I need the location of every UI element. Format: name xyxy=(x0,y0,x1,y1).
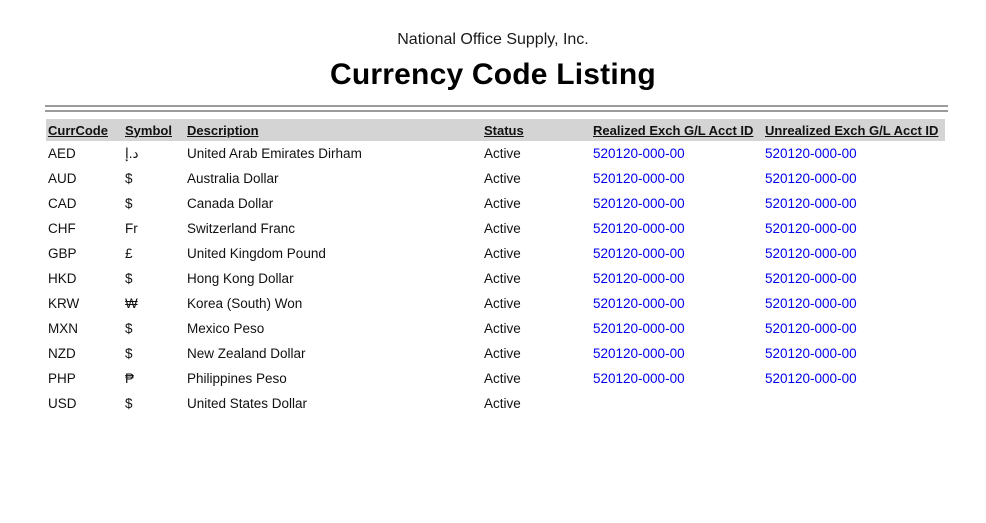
currcode-cell: KRW xyxy=(48,296,80,311)
currcode-cell: AUD xyxy=(48,171,77,186)
page-title: Currency Code Listing xyxy=(330,58,656,91)
realized-acct-link[interactable]: 520120-000-00 xyxy=(593,196,685,211)
description-cell: Switzerland Franc xyxy=(187,221,296,236)
status-cell: Active xyxy=(484,171,521,186)
description-cell: Canada Dollar xyxy=(187,196,274,211)
column-header-status-label: Status xyxy=(484,122,524,138)
unrealized-acct-link[interactable]: 520120-000-00 xyxy=(765,246,857,261)
table-row: CAD $ Canada Dollar Active 520120-000-00… xyxy=(46,191,945,216)
symbol-cell: د.إ xyxy=(125,145,139,161)
status-cell: Active xyxy=(484,346,521,361)
unrealized-acct-link[interactable]: 520120-000-00 xyxy=(765,146,857,161)
column-header-symbol: Symbol xyxy=(125,119,187,141)
description-cell: Korea (South) Won xyxy=(187,296,303,311)
currcode-cell: CAD xyxy=(48,196,77,211)
symbol-cell: $ xyxy=(125,271,133,286)
realized-acct-link[interactable]: 520120-000-00 xyxy=(593,246,685,261)
currcode-cell: NZD xyxy=(48,346,76,361)
table-row: MXN $ Mexico Peso Active 520120-000-00 5… xyxy=(46,316,945,341)
realized-acct-link[interactable]: 520120-000-00 xyxy=(593,271,685,286)
realized-acct-link[interactable]: 520120-000-00 xyxy=(593,171,685,186)
description-cell: Hong Kong Dollar xyxy=(187,271,294,286)
table-row: USD $ United States Dollar Active xyxy=(46,391,945,416)
status-cell: Active xyxy=(484,146,521,161)
currcode-cell: GBP xyxy=(48,246,77,261)
company-name: National Office Supply, Inc. xyxy=(397,31,589,48)
realized-acct-link[interactable]: 520120-000-00 xyxy=(593,346,685,361)
symbol-cell: £ xyxy=(125,246,133,261)
currency-table: CurrCode Symbol Description Status Reali… xyxy=(46,119,945,416)
table-row: AED د.إ United Arab Emirates Dirham Acti… xyxy=(46,141,945,166)
column-header-status: Status xyxy=(484,119,593,141)
realized-acct-link[interactable]: 520120-000-00 xyxy=(593,321,685,336)
realized-acct-link[interactable]: 520120-000-00 xyxy=(593,296,685,311)
column-header-description: Description xyxy=(187,119,484,141)
description-cell: United Kingdom Pound xyxy=(187,246,326,261)
unrealized-acct-link xyxy=(765,391,945,416)
description-cell: Australia Dollar xyxy=(187,171,279,186)
currency-table-body: AED د.إ United Arab Emirates Dirham Acti… xyxy=(46,141,945,416)
status-cell: Active xyxy=(484,296,521,311)
description-cell: United Arab Emirates Dirham xyxy=(187,146,362,161)
currcode-cell: USD xyxy=(48,396,77,411)
currcode-cell: AED xyxy=(48,146,76,161)
currcode-cell: HKD xyxy=(48,271,77,286)
unrealized-acct-link[interactable]: 520120-000-00 xyxy=(765,271,857,286)
status-cell: Active xyxy=(484,221,521,236)
status-cell: Active xyxy=(484,271,521,286)
realized-acct-link[interactable]: 520120-000-00 xyxy=(593,146,685,161)
symbol-cell: $ xyxy=(125,346,133,361)
currcode-cell: PHP xyxy=(48,371,76,386)
column-header-realized-acct: Realized Exch G/L Acct ID xyxy=(593,119,765,141)
table-row: CHF Fr Switzerland Franc Active 520120-0… xyxy=(46,216,945,241)
description-cell: Mexico Peso xyxy=(187,321,265,336)
status-cell: Active xyxy=(484,246,521,261)
column-header-symbol-label: Symbol xyxy=(125,122,172,138)
unrealized-acct-link[interactable]: 520120-000-00 xyxy=(765,371,857,386)
table-row: AUD $ Australia Dollar Active 520120-000… xyxy=(46,166,945,191)
unrealized-acct-link[interactable]: 520120-000-00 xyxy=(765,196,857,211)
symbol-cell: Fr xyxy=(125,221,138,236)
symbol-cell: $ xyxy=(125,171,133,186)
table-row: PHP ₱ Philippines Peso Active 520120-000… xyxy=(46,366,945,391)
status-cell: Active xyxy=(484,371,521,386)
realized-acct-link[interactable]: 520120-000-00 xyxy=(593,371,685,386)
unrealized-acct-link[interactable]: 520120-000-00 xyxy=(765,321,857,336)
realized-acct-link xyxy=(593,391,765,416)
status-cell: Active xyxy=(484,321,521,336)
title-divider-rule xyxy=(45,105,948,112)
symbol-cell: $ xyxy=(125,321,133,336)
column-header-unrealized-acct: Unrealized Exch G/L Acct ID xyxy=(765,119,945,141)
description-cell: United States Dollar xyxy=(187,396,308,411)
symbol-cell: ₱ xyxy=(125,371,135,386)
column-header-currcode-label: CurrCode xyxy=(48,122,108,138)
symbol-cell: $ xyxy=(125,196,133,211)
status-cell: Active xyxy=(484,196,521,211)
description-cell: New Zealand Dollar xyxy=(187,346,306,361)
column-header-description-label: Description xyxy=(187,122,259,138)
table-header-row: CurrCode Symbol Description Status Reali… xyxy=(46,119,945,141)
status-cell: Active xyxy=(484,396,521,411)
unrealized-acct-link[interactable]: 520120-000-00 xyxy=(765,296,857,311)
report-page: National Office Supply, Inc. Currency Co… xyxy=(0,31,986,416)
realized-acct-link[interactable]: 520120-000-00 xyxy=(593,221,685,236)
unrealized-acct-link[interactable]: 520120-000-00 xyxy=(765,221,857,236)
column-header-realized-acct-label: Realized Exch G/L Acct ID xyxy=(593,122,754,138)
table-row: KRW ₩ Korea (South) Won Active 520120-00… xyxy=(46,291,945,316)
unrealized-acct-link[interactable]: 520120-000-00 xyxy=(765,171,857,186)
currcode-cell: MXN xyxy=(48,321,78,336)
table-row: GBP £ United Kingdom Pound Active 520120… xyxy=(46,241,945,266)
table-row: HKD $ Hong Kong Dollar Active 520120-000… xyxy=(46,266,945,291)
column-header-currcode: CurrCode xyxy=(46,119,125,141)
table-row: NZD $ New Zealand Dollar Active 520120-0… xyxy=(46,341,945,366)
description-cell: Philippines Peso xyxy=(187,371,287,386)
unrealized-acct-link[interactable]: 520120-000-00 xyxy=(765,346,857,361)
column-header-unrealized-acct-label: Unrealized Exch G/L Acct ID xyxy=(765,122,939,138)
currcode-cell: CHF xyxy=(48,221,76,236)
symbol-cell: ₩ xyxy=(125,296,138,311)
symbol-cell: $ xyxy=(125,396,133,411)
